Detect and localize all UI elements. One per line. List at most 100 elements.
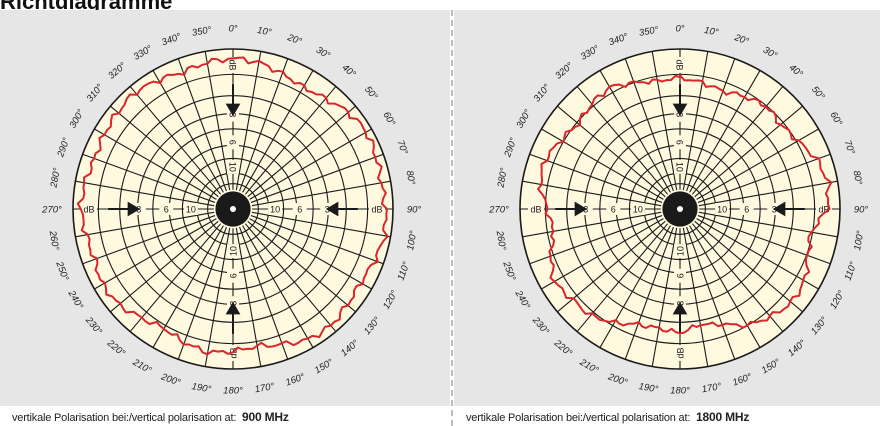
polar-spoke bbox=[541, 218, 664, 290]
polar-spoke bbox=[557, 220, 666, 313]
angle-label: 40° bbox=[787, 62, 805, 80]
angle-label: 230° bbox=[82, 314, 104, 337]
polar-spoke bbox=[75, 211, 215, 238]
polar-spoke bbox=[522, 180, 662, 207]
db-label-bg bbox=[674, 57, 686, 73]
polar-spoke bbox=[529, 153, 663, 203]
polar-spoke bbox=[691, 223, 784, 332]
polar-diagram-1800: 3610dB3610dB3610dB3610dB0°10°20°30°40°50… bbox=[488, 24, 869, 397]
angle-label: 100° bbox=[852, 230, 866, 251]
polar-spoke bbox=[689, 225, 761, 348]
angle-label: 150° bbox=[313, 357, 336, 376]
polar-spoke bbox=[204, 227, 231, 367]
angle-label: 220° bbox=[104, 337, 127, 359]
angle-label: 80° bbox=[404, 170, 417, 186]
angle-label: 70° bbox=[842, 139, 857, 156]
polar-spoke bbox=[541, 128, 664, 200]
angle-label: 340° bbox=[160, 31, 182, 48]
polar-spoke bbox=[129, 223, 222, 332]
polar-spoke bbox=[239, 58, 289, 192]
angle-label: 80° bbox=[851, 170, 864, 186]
polar-spoke bbox=[691, 86, 784, 195]
ring-label: 10 bbox=[633, 205, 643, 215]
caption-text: vertikale Polarisation bei:/vertical pol… bbox=[466, 412, 691, 424]
polar-spoke bbox=[251, 211, 391, 238]
angle-label: 90° bbox=[407, 205, 422, 216]
polar-spoke bbox=[251, 180, 391, 207]
polar-spoke bbox=[682, 227, 709, 367]
ring-label: 10 bbox=[676, 246, 686, 256]
polar-spoke bbox=[204, 51, 231, 191]
polar-spoke bbox=[75, 180, 215, 207]
angle-label: 50° bbox=[362, 84, 380, 102]
ring-label-bg bbox=[227, 135, 239, 150]
panel-divider bbox=[450, 10, 454, 426]
polar-spoke bbox=[129, 86, 222, 195]
angle-label: 180° bbox=[223, 386, 243, 397]
ring-label-bg bbox=[674, 268, 686, 283]
polar-spoke bbox=[250, 215, 384, 265]
polar-spoke bbox=[110, 220, 219, 313]
polar-spoke bbox=[682, 51, 709, 191]
polar-spoke bbox=[599, 225, 671, 348]
db-label-bg bbox=[81, 203, 97, 215]
angle-label: 60° bbox=[828, 110, 845, 128]
ring-label-bg bbox=[227, 268, 239, 283]
angle-label: 190° bbox=[191, 381, 212, 395]
angle-label: 350° bbox=[191, 25, 212, 39]
axis-arrowhead bbox=[225, 301, 241, 315]
polar-spoke bbox=[697, 215, 831, 265]
angle-label: 10° bbox=[256, 25, 272, 38]
angle-label: 340° bbox=[607, 31, 629, 48]
angle-label: 250° bbox=[500, 259, 517, 282]
db-label: dB bbox=[530, 205, 541, 215]
polar-spoke bbox=[152, 225, 224, 348]
angle-label: 130° bbox=[362, 315, 383, 337]
angle-label: 60° bbox=[381, 110, 398, 128]
axis-arrowhead bbox=[772, 201, 786, 217]
polar-spoke bbox=[94, 218, 217, 290]
ring-label: 6 bbox=[164, 205, 169, 215]
polar-spoke bbox=[247, 105, 356, 198]
angle-label: 90° bbox=[854, 205, 869, 216]
polar-spoke bbox=[244, 223, 337, 332]
polar-spoke bbox=[152, 70, 224, 193]
angle-label: 200° bbox=[606, 371, 629, 388]
angle-label: 50° bbox=[809, 84, 827, 102]
axis-arrowhead bbox=[127, 201, 141, 217]
angle-label: 260° bbox=[493, 229, 507, 251]
angle-label: 270° bbox=[41, 205, 62, 216]
angle-label: 260° bbox=[46, 229, 60, 251]
ring-label-bg bbox=[227, 244, 239, 259]
angle-label: 310° bbox=[532, 82, 553, 104]
ring-label: 6 bbox=[228, 140, 238, 145]
angle-label: 10° bbox=[703, 25, 719, 38]
polar-spoke bbox=[522, 211, 662, 238]
axis-arrowhead bbox=[225, 103, 241, 117]
db-label-bg bbox=[369, 203, 385, 215]
polar-spoke bbox=[249, 218, 372, 290]
angle-label: 200° bbox=[159, 371, 182, 388]
angle-label: 270° bbox=[488, 205, 509, 216]
caption-900: vertikale Polarisation bei:/vertical pol… bbox=[12, 408, 289, 426]
ring-label-bg bbox=[159, 203, 174, 215]
polar-spoke bbox=[651, 227, 678, 367]
polar-spoke bbox=[82, 153, 216, 203]
polar-spoke bbox=[250, 153, 384, 203]
angle-label: 240° bbox=[512, 288, 532, 312]
angle-label: 20° bbox=[285, 32, 303, 48]
angle-label: 30° bbox=[314, 45, 332, 62]
angle-label: 330° bbox=[132, 43, 155, 62]
axis-arrowhead bbox=[325, 201, 339, 217]
radiation-pattern bbox=[537, 74, 833, 335]
angle-label: 320° bbox=[553, 60, 575, 81]
page-title: Richtdiagramme bbox=[0, 0, 173, 14]
db-label-bg bbox=[674, 345, 686, 361]
polar-spoke bbox=[651, 51, 678, 191]
angle-label: 20° bbox=[732, 32, 750, 48]
polar-spoke bbox=[686, 226, 736, 360]
polar-spoke bbox=[177, 226, 227, 360]
ring-label-bg bbox=[227, 159, 239, 174]
ring-label-bg bbox=[674, 135, 686, 150]
angle-label: 330° bbox=[579, 43, 602, 62]
